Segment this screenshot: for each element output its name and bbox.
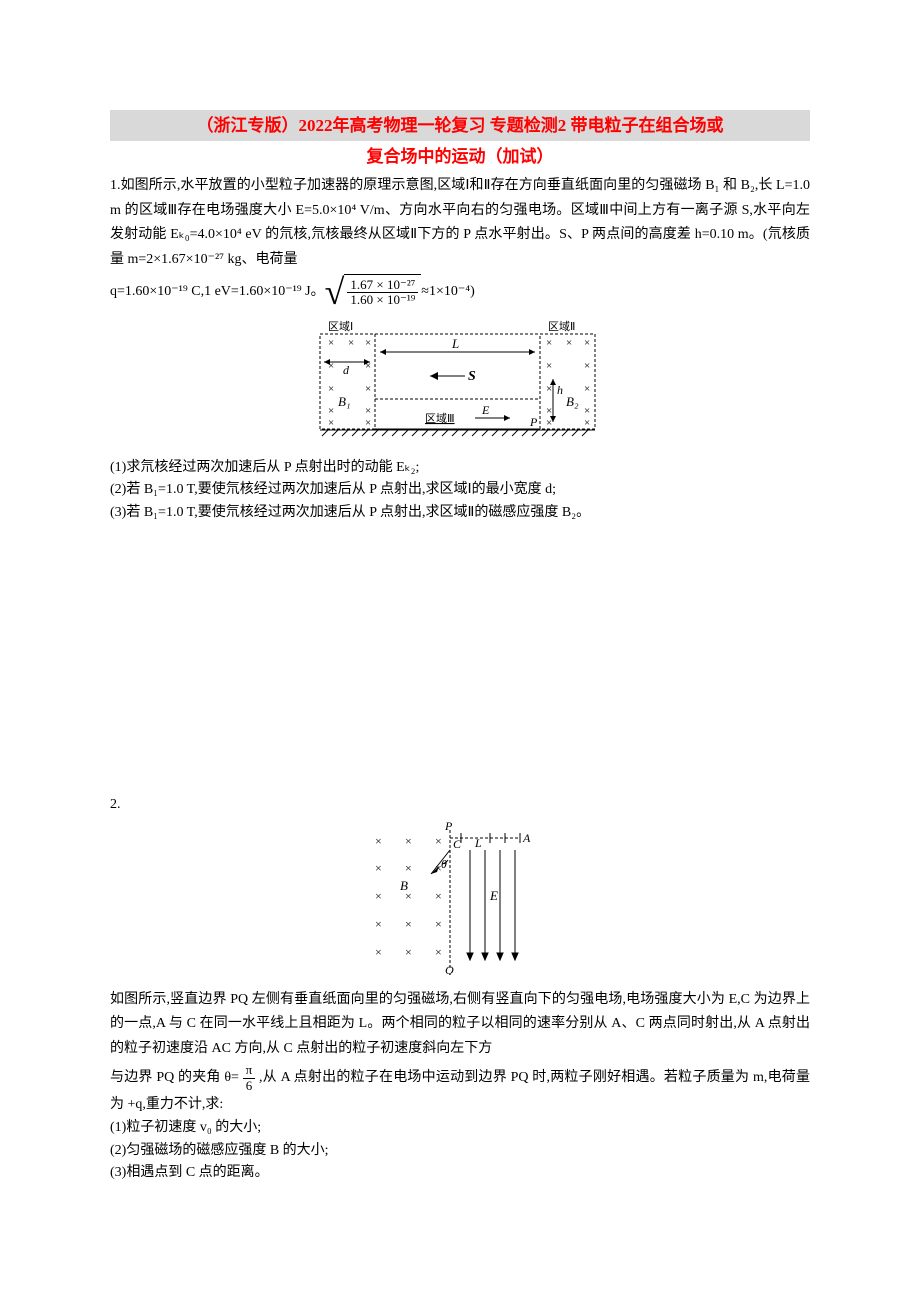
svg-text:×: ×	[365, 383, 371, 395]
svg-text:×: ×	[375, 861, 382, 875]
svg-text:×: ×	[584, 337, 590, 349]
svg-text:×: ×	[375, 889, 382, 903]
p2-cont-pre: 与边界 PQ 的夹角 θ=	[110, 1070, 239, 1085]
problem1-paragraph1: 1.如图所示,水平放置的小型粒子加速器的原理示意图,区域Ⅰ和Ⅱ存在方向垂直纸面向…	[110, 174, 810, 272]
fig1-E: E	[481, 403, 490, 417]
sqrt-sign: √	[325, 274, 345, 310]
fig1-h: h	[557, 383, 563, 397]
problem2-paragraph-cont: 与边界 PQ 的夹角 θ= π 6 ,从 A 点射出的粒子在电场中运动到边界 P…	[110, 1063, 810, 1117]
svg-text:×: ×	[405, 861, 412, 875]
fig1-region2: 区域Ⅱ	[548, 320, 575, 333]
fig2-E: E	[489, 888, 498, 903]
problem1-q2: (2)若 B₁=1.0 T,要使氘核经过两次加速后从 P 点射出,求区域Ⅰ的最小…	[110, 479, 810, 501]
problem1-q3: (3)若 B₁=1.0 T,要使氘核经过两次加速后从 P 点射出,求区域Ⅱ的磁感…	[110, 502, 810, 524]
fig1-P: P	[529, 415, 538, 429]
fig1-region3: 区域Ⅲ	[425, 412, 455, 425]
svg-text:×: ×	[435, 945, 442, 959]
svg-text:×: ×	[566, 337, 572, 349]
fig2-theta: θ	[441, 857, 447, 871]
svg-text:×: ×	[328, 383, 334, 395]
svg-text:×: ×	[375, 917, 382, 931]
svg-text:×: ×	[584, 417, 590, 429]
fig2-P: P	[444, 820, 453, 833]
problem2-q3: (3)相遇点到 C 点的距离。	[110, 1162, 810, 1184]
svg-text:×: ×	[328, 417, 334, 429]
svg-text:×: ×	[365, 405, 371, 417]
svg-text:×: ×	[348, 337, 354, 349]
fig1-region1: 区域Ⅰ	[328, 320, 353, 333]
problem1-paragraph2: q=1.60×10⁻¹⁹ C,1 eV=1.60×10⁻¹⁹ J。 √ 1.67…	[110, 274, 810, 310]
svg-text:×: ×	[365, 417, 371, 429]
fig2-A: A	[522, 831, 531, 845]
fig2-B: B	[400, 878, 408, 893]
fig1-d: d	[343, 363, 350, 377]
frac-num: π	[243, 1063, 256, 1078]
sqrt-formula: √ 1.67 × 10⁻²⁷ 1.60 × 10⁻¹⁹	[325, 274, 422, 310]
svg-text:×: ×	[584, 360, 590, 372]
figure1: ××× ×× ×× ×× ×× ××× ×× ×× ×× ×× L d S B₁	[110, 314, 810, 452]
problem2-q1: (1)粒子初速度 v₀ 的大小;	[110, 1117, 810, 1139]
title-line2: 复合场中的运动（加试）	[110, 141, 810, 172]
svg-text:×: ×	[375, 945, 382, 959]
svg-text:×: ×	[435, 917, 442, 931]
svg-text:×: ×	[405, 834, 412, 848]
svg-text:×: ×	[546, 417, 552, 429]
svg-text:×: ×	[435, 834, 442, 848]
svg-text:×: ×	[546, 360, 552, 372]
sqrt-body: 1.67 × 10⁻²⁷ 1.60 × 10⁻¹⁹	[344, 274, 421, 310]
svg-text:×: ×	[546, 405, 552, 417]
frac-den: 6	[243, 1079, 256, 1093]
svg-text:×: ×	[328, 405, 334, 417]
fig1-S: S	[468, 369, 476, 384]
p1-para2-pre: q=1.60×10⁻¹⁹ C,1 eV=1.60×10⁻¹⁹ J。	[110, 280, 325, 305]
svg-text:×: ×	[365, 337, 371, 349]
svg-text:×: ×	[405, 945, 412, 959]
svg-text:×: ×	[435, 889, 442, 903]
sqrt-numerator: 1.67 × 10⁻²⁷	[347, 278, 418, 293]
theta-fraction: π 6	[243, 1063, 256, 1093]
svg-text:×: ×	[405, 917, 412, 931]
fig1-B1: B₁	[338, 394, 350, 409]
figure2: P Q ××× ××× ××× ××× ××× B C θ L A	[110, 820, 810, 983]
p1-para2-post: ≈1×10⁻⁴)	[421, 280, 475, 305]
fig1-L: L	[451, 336, 459, 351]
svg-text:×: ×	[328, 337, 334, 349]
svg-text:×: ×	[375, 834, 382, 848]
fig2-Q: Q	[445, 963, 454, 975]
fig2-L: L	[474, 836, 482, 850]
problem1-q1: (1)求氘核经过两次加速后从 P 点射出时的动能 Eₖ₂;	[110, 457, 810, 479]
spacer	[110, 524, 810, 784]
svg-text:×: ×	[584, 405, 590, 417]
fig1-B2: B₂	[566, 394, 579, 409]
svg-text:×: ×	[546, 337, 552, 349]
problem2-paragraph: 如图所示,竖直边界 PQ 左侧有垂直纸面向里的匀强磁场,右侧有竖直向下的匀强电场…	[110, 988, 810, 1062]
svg-text:×: ×	[584, 383, 590, 395]
title-line1: （浙江专版）2022年高考物理一轮复习 专题检测2 带电粒子在组合场或	[110, 110, 810, 141]
problem2-label: 2.	[110, 794, 810, 816]
sqrt-denominator: 1.60 × 10⁻¹⁹	[347, 293, 418, 307]
problem2-q2: (2)匀强磁场的磁感应强度 B 的大小;	[110, 1140, 810, 1162]
